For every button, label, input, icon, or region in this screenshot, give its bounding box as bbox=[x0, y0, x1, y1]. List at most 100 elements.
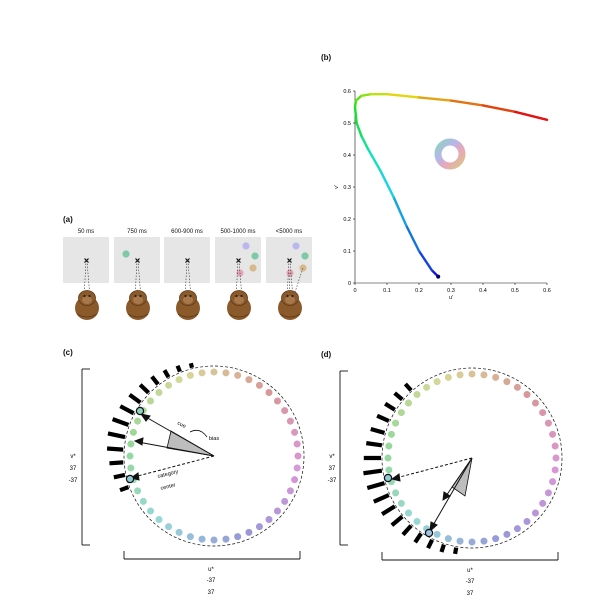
trial-step-label: <5000 ms bbox=[275, 229, 303, 235]
v-axis-min: -37 bbox=[328, 478, 337, 484]
color-dot bbox=[175, 528, 183, 536]
histogram-bar bbox=[380, 504, 396, 516]
color-dot bbox=[423, 383, 431, 391]
locus-segment bbox=[360, 92, 373, 98]
color-dot bbox=[273, 397, 281, 405]
cue-color-marker bbox=[135, 406, 145, 416]
panel-a-label: (a) bbox=[63, 215, 73, 224]
choice-stimulus bbox=[249, 264, 257, 272]
histogram-bar bbox=[401, 524, 413, 537]
color-dot bbox=[245, 376, 253, 384]
v-axis-max: 37 bbox=[70, 466, 77, 472]
color-dot bbox=[539, 409, 547, 417]
color-dot bbox=[265, 515, 273, 523]
color-dot bbox=[186, 533, 194, 541]
histogram-bar bbox=[119, 485, 130, 493]
cue-color-marker bbox=[424, 528, 434, 538]
color-dot bbox=[127, 464, 135, 472]
histogram-bar bbox=[390, 514, 404, 527]
color-dot bbox=[544, 419, 552, 427]
histogram-bar bbox=[128, 392, 142, 405]
cue-arrowhead bbox=[429, 521, 438, 533]
histogram-bar bbox=[393, 391, 404, 402]
curve-endpoint-marker bbox=[436, 274, 441, 279]
cue-arrow bbox=[143, 415, 215, 457]
x-tick-label: 0.3 bbox=[447, 288, 455, 294]
cue-stimulus bbox=[122, 250, 130, 258]
histogram-bar bbox=[111, 417, 130, 427]
color-dot bbox=[468, 370, 476, 378]
monkey-icon bbox=[278, 290, 302, 320]
color-dot bbox=[405, 509, 413, 517]
locus-segment bbox=[385, 92, 421, 99]
color-dot bbox=[480, 371, 488, 379]
category-center-arrow bbox=[395, 457, 473, 479]
histogram-bar bbox=[376, 413, 390, 423]
histogram-bar bbox=[162, 369, 171, 379]
chart-axes bbox=[354, 91, 547, 284]
histogram-bar bbox=[365, 441, 383, 448]
color-dot bbox=[265, 389, 273, 397]
panel-d-label: (d) bbox=[321, 350, 332, 359]
color-dot bbox=[385, 442, 393, 450]
locus-segment bbox=[449, 99, 485, 107]
x-tick-label: 0.2 bbox=[415, 288, 423, 294]
category-center-marker bbox=[383, 473, 393, 483]
color-dot bbox=[127, 440, 135, 448]
color-dot bbox=[255, 381, 263, 389]
monkey-icon bbox=[176, 290, 200, 320]
color-space-diagram-c: v* 37 -37 u* -37 37 cue bias bbox=[69, 362, 305, 596]
color-dot bbox=[397, 499, 405, 507]
histogram-bar bbox=[453, 547, 459, 555]
y-axis-ticks: 0 0.1 0.2 0.3 0.4 0.5 0.6 bbox=[343, 89, 355, 287]
locus-segment bbox=[353, 105, 358, 125]
color-dot bbox=[293, 464, 301, 472]
response-arrowhead bbox=[133, 437, 144, 446]
y-tick-label: 0.6 bbox=[343, 89, 351, 95]
u-axis-max: 37 bbox=[208, 590, 215, 596]
color-dot bbox=[433, 378, 441, 386]
center-label: center bbox=[160, 482, 176, 492]
color-dot bbox=[147, 507, 155, 515]
u-axis-bracket bbox=[123, 551, 301, 560]
color-dot bbox=[234, 533, 242, 541]
color-dot bbox=[281, 497, 289, 505]
color-dot bbox=[444, 535, 452, 543]
response-histogram-bars bbox=[363, 382, 459, 555]
cue-arrowhead bbox=[139, 413, 151, 422]
histogram-bar bbox=[363, 468, 383, 476]
color-dot bbox=[551, 466, 559, 474]
u-axis-max: 37 bbox=[467, 591, 474, 597]
color-dot bbox=[126, 452, 134, 460]
color-wheel-icon bbox=[434, 138, 466, 170]
trial-timeline-diagram bbox=[75, 242, 309, 320]
histogram-bar bbox=[370, 426, 386, 435]
color-dot bbox=[513, 383, 521, 391]
color-dot bbox=[531, 509, 539, 517]
color-locus-line bbox=[353, 92, 549, 278]
color-dot bbox=[286, 417, 294, 425]
trial-step-label: 500-1000 ms bbox=[220, 229, 256, 235]
color-dot bbox=[480, 537, 488, 545]
v-axis-max: 37 bbox=[329, 466, 336, 472]
color-dot bbox=[539, 499, 547, 507]
x-tick-label: 0.6 bbox=[543, 288, 551, 294]
histogram-bar bbox=[113, 472, 126, 480]
category-label: category bbox=[157, 469, 179, 480]
color-dot bbox=[134, 417, 142, 425]
color-dot bbox=[175, 376, 183, 384]
color-dot bbox=[198, 369, 206, 377]
locus-segment bbox=[360, 134, 369, 150]
chromaticity-chart: 00.10.20.30.40.50.6 0 0.1 0.2 0.3 0.4 0.5 0.6 … bbox=[334, 89, 551, 301]
color-dot bbox=[413, 517, 421, 525]
color-dot bbox=[544, 489, 552, 497]
color-dot bbox=[155, 515, 163, 523]
x-axis-label: u' bbox=[449, 295, 453, 301]
color-dot bbox=[281, 407, 289, 415]
color-dot bbox=[392, 489, 400, 497]
color-dot bbox=[397, 409, 405, 417]
histogram-bar bbox=[439, 543, 446, 553]
color-dot bbox=[384, 454, 392, 462]
u-axis-bracket bbox=[381, 552, 559, 561]
y-tick-label: 0.2 bbox=[343, 217, 351, 223]
